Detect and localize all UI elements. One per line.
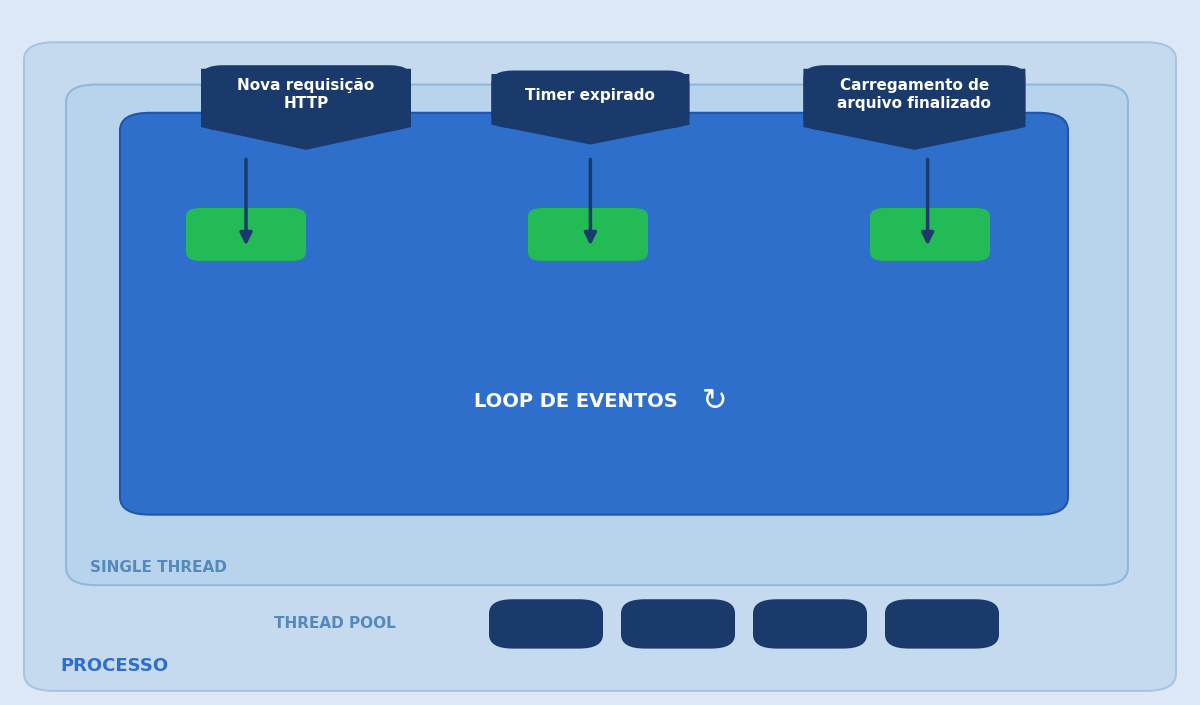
Text: SINGLE THREAD: SINGLE THREAD [90, 560, 227, 575]
Text: THREAD POOL: THREAD POOL [275, 616, 396, 632]
Text: Evento: Evento [900, 227, 960, 242]
FancyBboxPatch shape [490, 599, 604, 649]
Polygon shape [202, 69, 412, 149]
FancyBboxPatch shape [622, 599, 734, 649]
Text: ↻: ↻ [701, 387, 727, 417]
FancyBboxPatch shape [24, 42, 1176, 691]
Text: Carregamento de
arquivo finalizado: Carregamento de arquivo finalizado [838, 78, 991, 111]
FancyBboxPatch shape [528, 208, 648, 261]
FancyBboxPatch shape [754, 599, 866, 649]
FancyBboxPatch shape [202, 65, 412, 130]
Text: Evento: Evento [216, 227, 276, 242]
FancyBboxPatch shape [870, 208, 990, 261]
Text: Thread #2: Thread #2 [637, 617, 719, 631]
Text: Thread #1: Thread #1 [505, 617, 587, 631]
FancyBboxPatch shape [492, 70, 689, 128]
Text: Evento: Evento [558, 227, 618, 242]
FancyBboxPatch shape [120, 113, 1068, 515]
Text: Thread #3: Thread #3 [769, 617, 851, 631]
Text: Nova requisição
HTTP: Nova requisição HTTP [238, 78, 374, 111]
FancyBboxPatch shape [886, 599, 998, 649]
FancyBboxPatch shape [186, 208, 306, 261]
FancyBboxPatch shape [804, 65, 1026, 130]
Text: Thread #4: Thread #4 [901, 617, 983, 631]
Text: Timer expirado: Timer expirado [526, 88, 655, 104]
Polygon shape [804, 69, 1026, 149]
Polygon shape [492, 74, 689, 145]
Text: PROCESSO: PROCESSO [60, 657, 168, 675]
FancyBboxPatch shape [66, 85, 1128, 585]
Text: LOOP DE EVENTOS: LOOP DE EVENTOS [474, 393, 678, 411]
